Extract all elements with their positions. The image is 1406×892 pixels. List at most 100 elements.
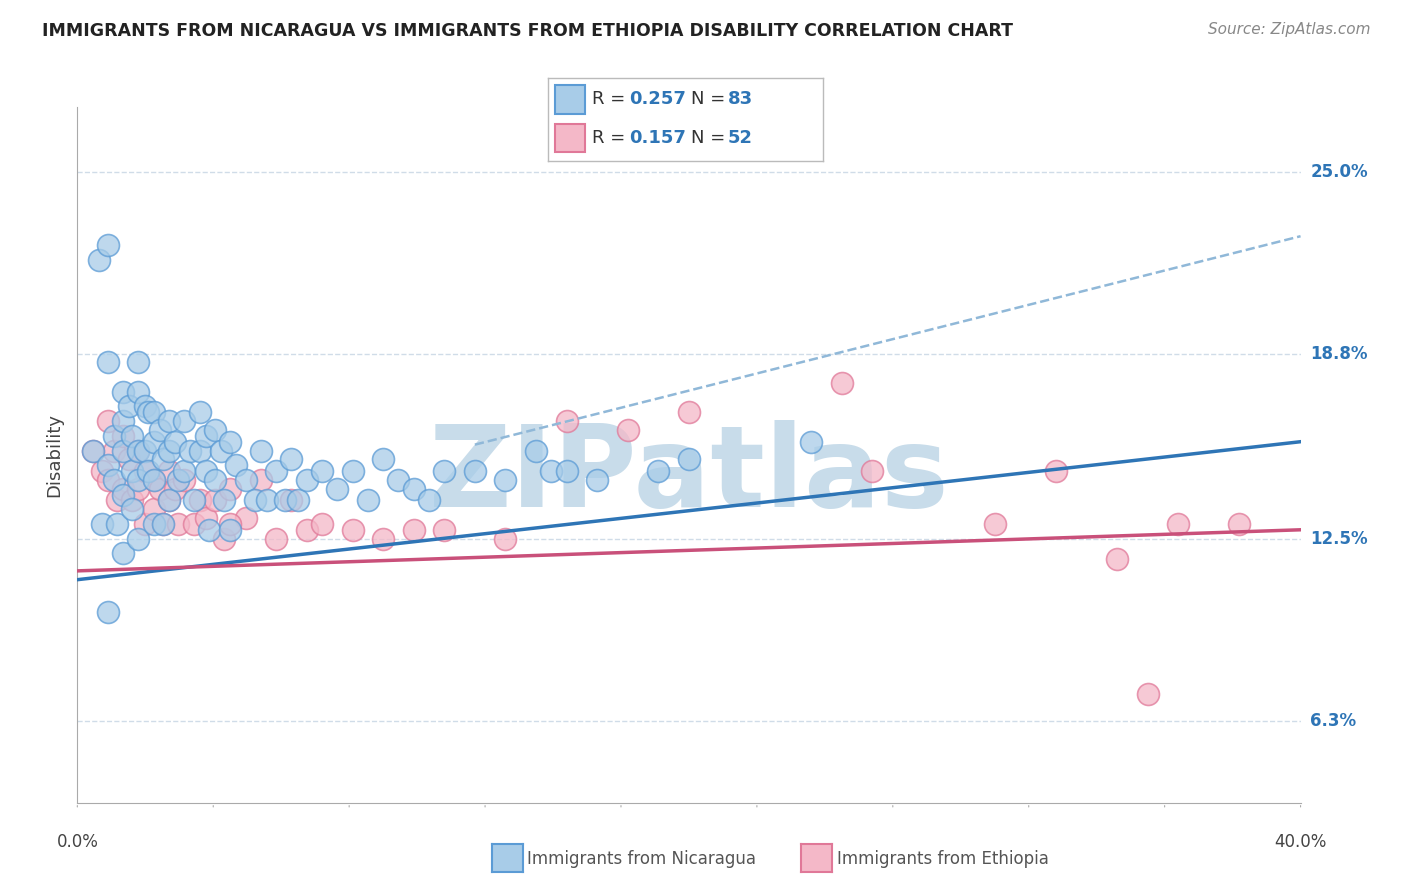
Point [152,516,174,531]
Point [188,405,211,419]
Point [173,464,195,478]
Point [112,414,135,428]
Point [103,443,125,458]
Point [326,482,349,496]
Point [149,423,172,437]
Point [136,464,159,478]
Point [157,493,180,508]
Point [97,458,120,473]
Point [219,523,242,537]
Point [204,473,226,487]
Point [264,464,287,478]
Point [152,452,174,467]
Text: 0.0%: 0.0% [56,833,98,851]
Text: R =: R = [592,90,631,109]
Point [342,523,364,537]
Point [1045,464,1067,478]
Bar [555,85,585,114]
Point [1136,687,1159,701]
Point [112,429,135,443]
Point [342,464,364,478]
Point [235,511,257,525]
Point [97,473,120,487]
Point [134,516,156,531]
Point [800,434,823,449]
Point [862,464,884,478]
Point [264,532,287,546]
Point [225,458,247,473]
Point [1107,552,1129,566]
Point [112,487,135,501]
Point [112,384,135,399]
Point [97,414,120,428]
Point [142,473,165,487]
Text: 52: 52 [728,129,754,147]
Point [134,400,156,414]
Bar [555,124,585,153]
Point [555,464,578,478]
Point [280,493,302,508]
Point [97,355,120,369]
Point [179,443,201,458]
Text: R =: R = [592,129,631,147]
Text: Source: ZipAtlas.com: Source: ZipAtlas.com [1208,22,1371,37]
Point [118,452,141,467]
Point [183,516,205,531]
Point [118,400,141,414]
Point [152,516,174,531]
Point [90,464,112,478]
Point [831,376,853,390]
Text: 12.5%: 12.5% [1310,530,1368,548]
Point [127,473,149,487]
Point [97,605,120,619]
Point [371,452,394,467]
Point [250,443,273,458]
Point [219,482,242,496]
Point [105,493,128,508]
Point [127,482,149,496]
Point [311,516,333,531]
Point [678,452,700,467]
Point [136,405,159,419]
Point [495,532,517,546]
Y-axis label: Disability: Disability [45,413,63,497]
Point [540,464,562,478]
Point [295,473,318,487]
Point [142,502,165,516]
Point [173,473,195,487]
Point [157,493,180,508]
Point [105,516,128,531]
Point [90,516,112,531]
Point [209,443,232,458]
Point [194,511,217,525]
Text: 25.0%: 25.0% [1310,162,1368,180]
Point [127,384,149,399]
Point [647,464,669,478]
Text: 0.157: 0.157 [630,129,686,147]
Point [127,532,149,546]
Text: 6.3%: 6.3% [1310,712,1357,730]
Point [165,434,187,449]
Point [134,443,156,458]
Point [984,516,1007,531]
Point [103,429,125,443]
Text: 0.257: 0.257 [630,90,686,109]
Point [357,493,380,508]
Point [250,473,273,487]
Point [280,452,302,467]
Point [586,473,609,487]
Point [157,443,180,458]
Point [204,423,226,437]
Point [142,516,165,531]
Point [183,493,205,508]
Point [464,464,486,478]
Point [617,423,640,437]
Point [167,473,190,487]
Text: IMMIGRANTS FROM NICARAGUA VS IMMIGRANTS FROM ETHIOPIA DISABILITY CORRELATION CHA: IMMIGRANTS FROM NICARAGUA VS IMMIGRANTS … [42,22,1014,40]
Point [121,429,143,443]
Text: N =: N = [690,129,731,147]
Point [134,464,156,478]
Point [127,443,149,458]
Point [433,523,456,537]
Point [204,493,226,508]
